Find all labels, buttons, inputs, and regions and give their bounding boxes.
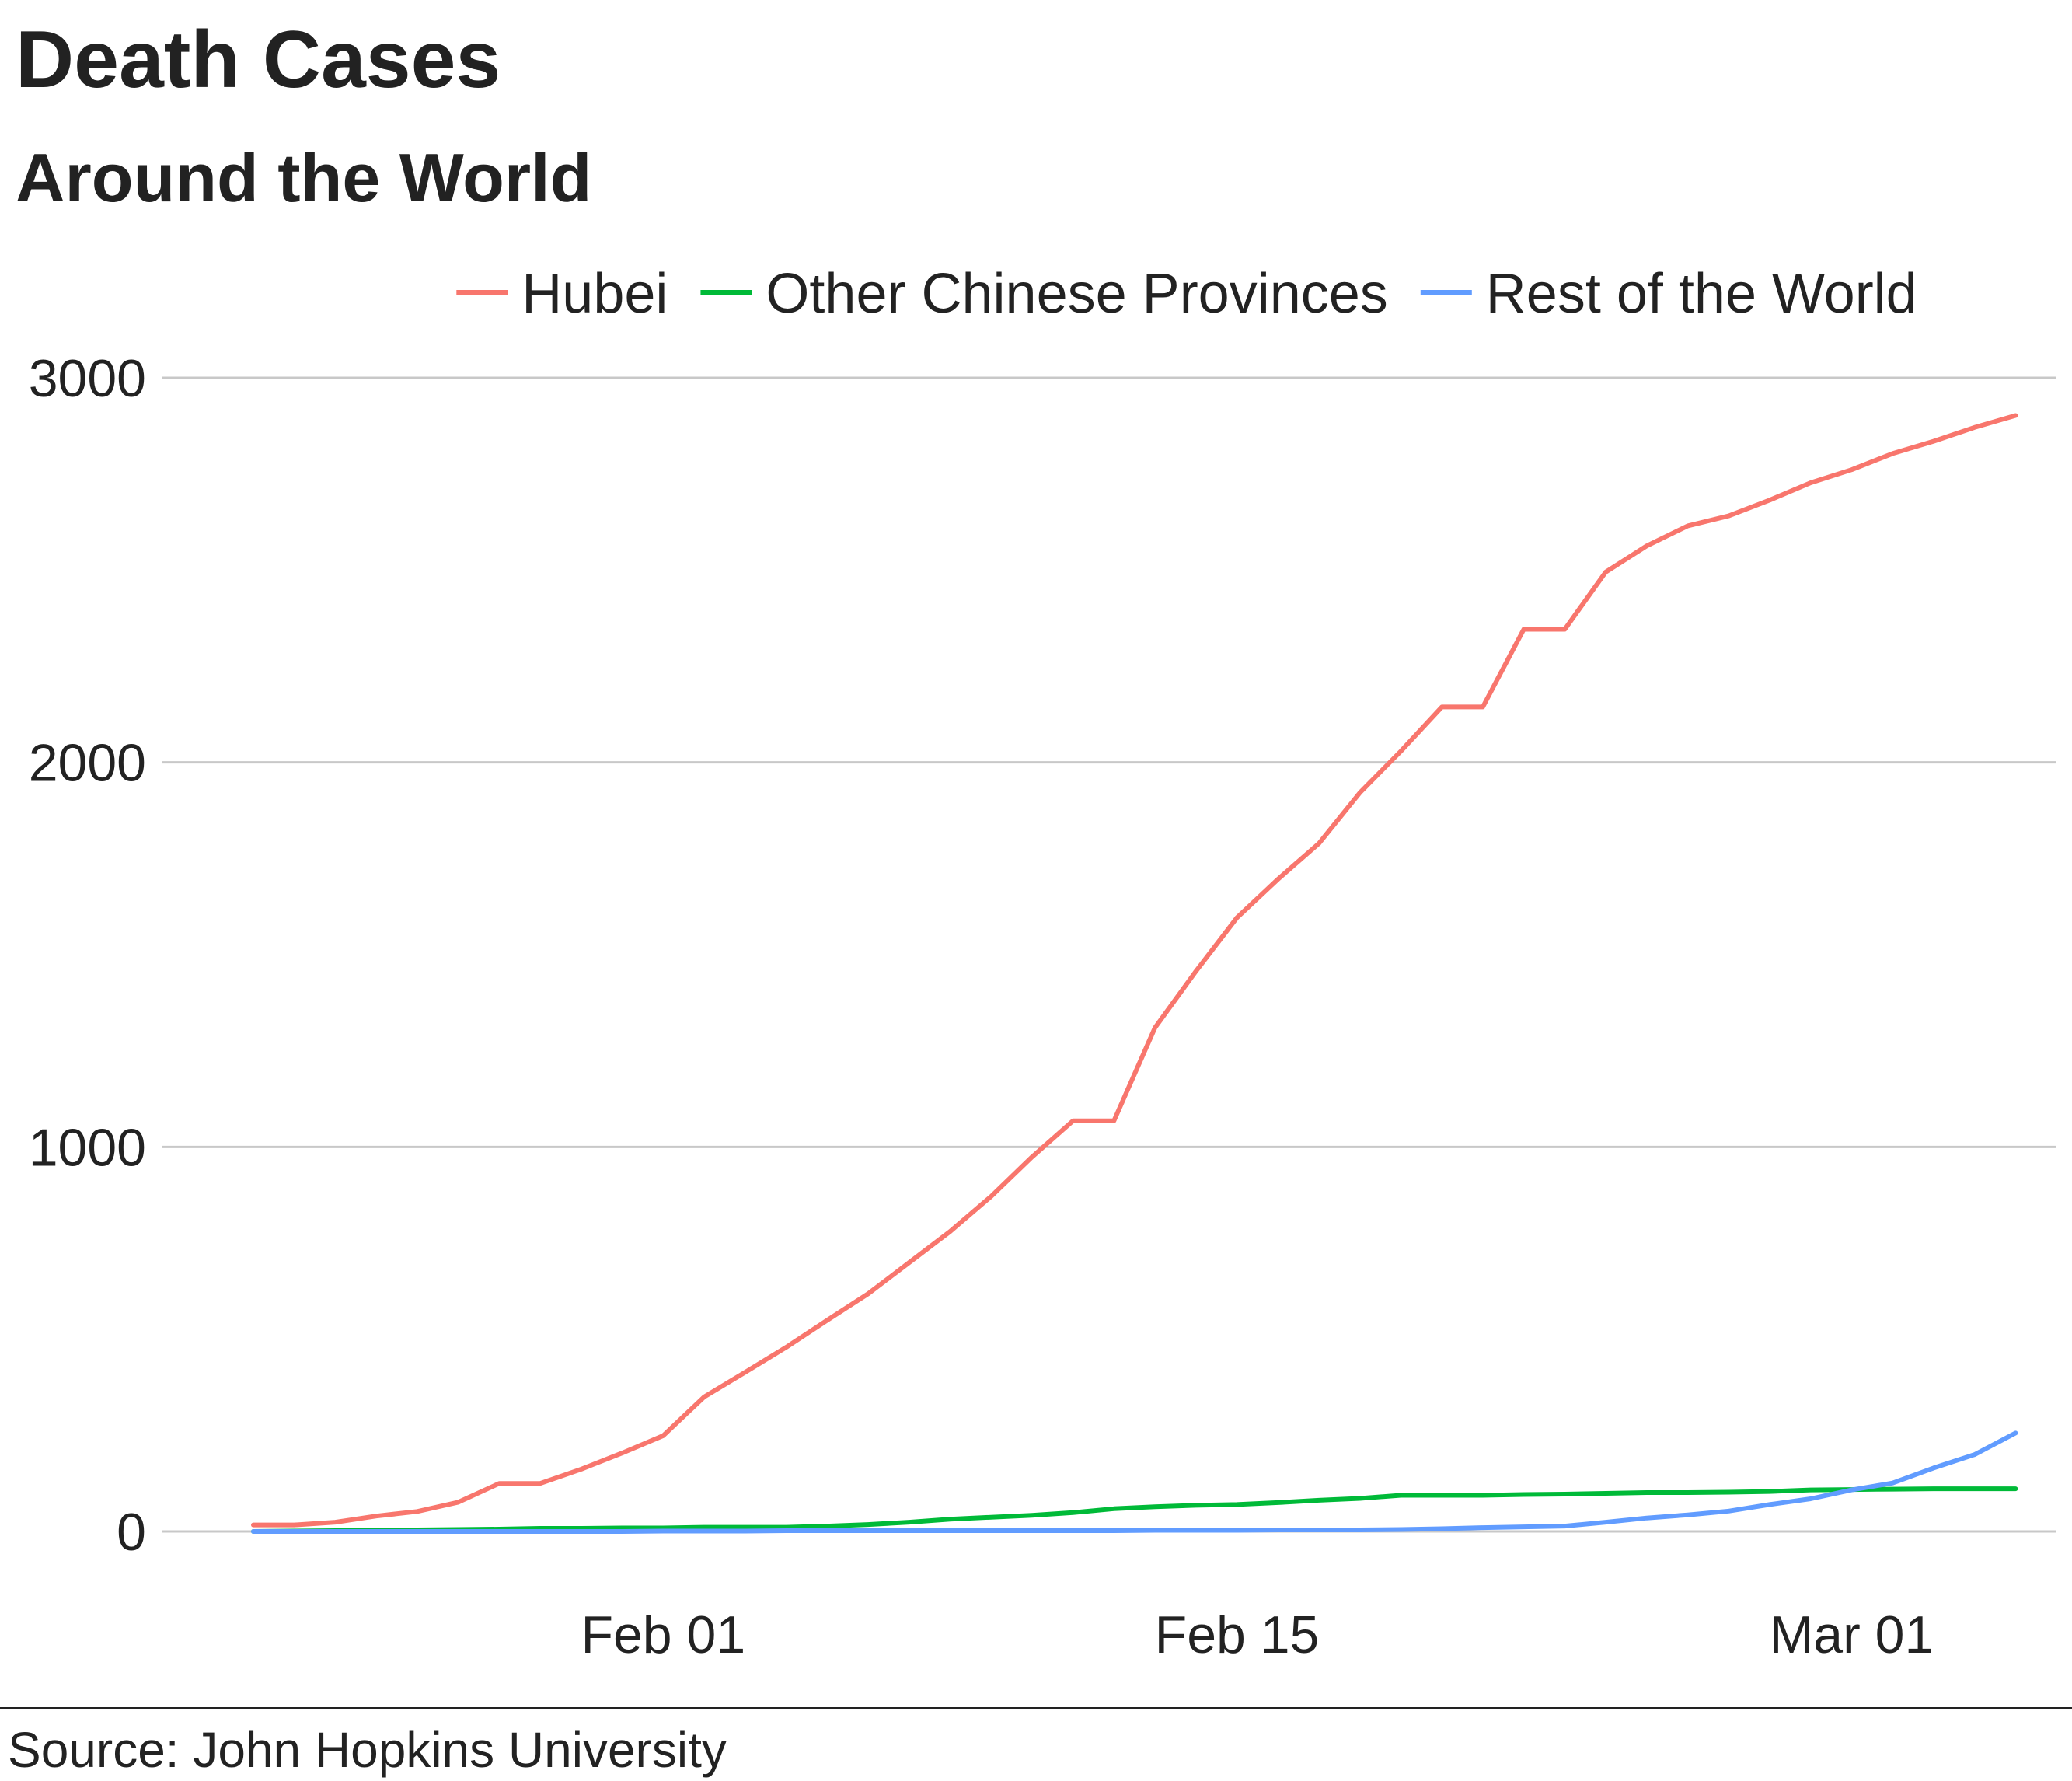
gridlines <box>162 376 2056 1533</box>
line-chart: Hubei Other Chinese Provinces Rest of the … <box>29 263 2056 1664</box>
y-tick-label-3000: 3000 <box>29 349 146 408</box>
y-tick-label-1000: 1000 <box>29 1118 146 1177</box>
x-axis-tick-labels: Feb 01 Feb 15 Mar 01 <box>581 1605 1934 1664</box>
x-tick-label-feb-15: Feb 15 <box>1155 1605 1320 1664</box>
x-tick-label-feb-01: Feb 01 <box>581 1605 745 1664</box>
series-line-hubei <box>251 413 2018 1528</box>
legend-label-hubei: Hubei <box>521 263 668 325</box>
caption-divider <box>0 1707 2072 1709</box>
chart-title: Death Cases <box>16 15 501 105</box>
chart-subtitle: Around the World <box>16 139 592 216</box>
y-axis-tick-labels: 0 1000 2000 3000 <box>29 349 146 1562</box>
series-line-rest-of-the-world <box>251 1430 2018 1534</box>
x-tick-label-mar-01: Mar 01 <box>1770 1605 1934 1664</box>
series-line-other-chinese-provinces <box>251 1486 2018 1534</box>
source-caption: Source: John Hopkins University <box>8 1722 727 1778</box>
y-tick-label-0: 0 <box>117 1503 146 1562</box>
chart-legend: Hubei Other Chinese Provinces Rest of the … <box>456 263 1917 325</box>
legend-label-other-chinese-provinces: Other Chinese Provinces <box>766 263 1387 325</box>
series-lines <box>251 413 2018 1534</box>
legend-label-rest-of-the-world: Rest of the World <box>1486 263 1917 325</box>
y-tick-label-2000: 2000 <box>29 734 146 793</box>
